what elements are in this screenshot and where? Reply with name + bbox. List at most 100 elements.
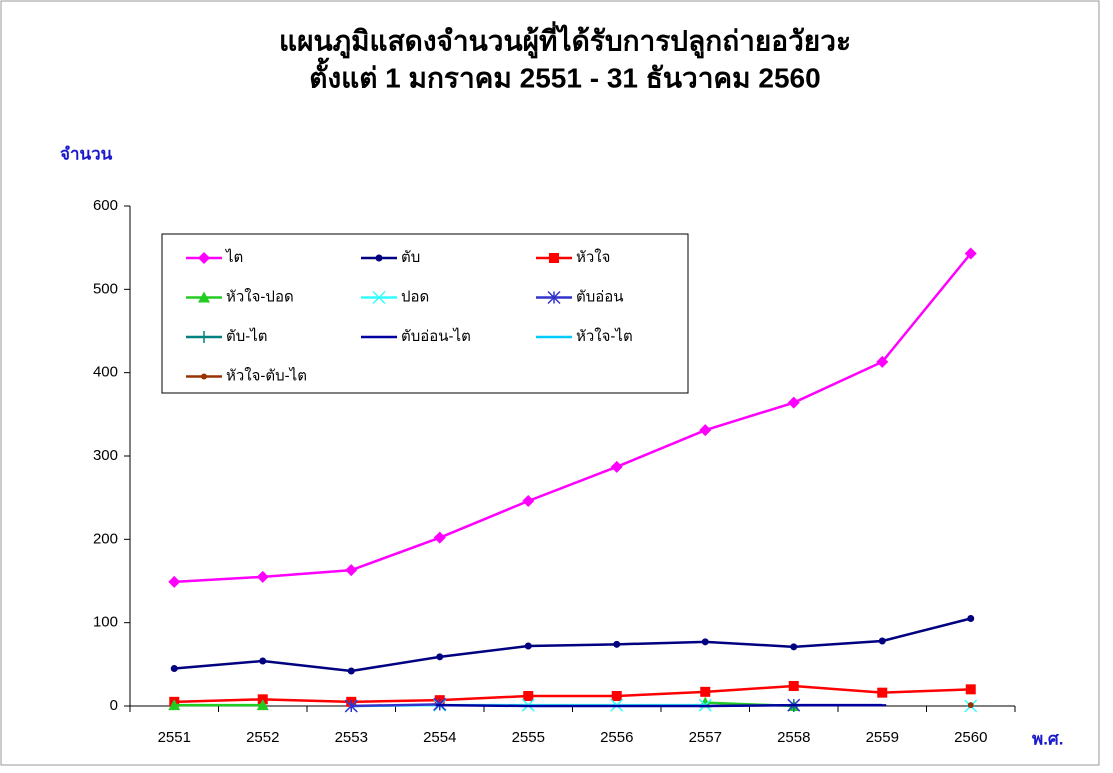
marker-shape	[256, 570, 269, 583]
marker-shape	[877, 687, 888, 698]
y-tick-label: 500	[93, 280, 118, 297]
marker	[198, 252, 210, 264]
x-tick-label: 2557	[689, 729, 722, 746]
marker-shape	[611, 691, 622, 701]
y-tick-label: 0	[110, 697, 118, 714]
marker-shape	[524, 642, 532, 650]
marker-shape	[790, 643, 798, 651]
marker	[524, 642, 532, 650]
x-tick-label: 2555	[512, 729, 545, 746]
marker-shape	[701, 638, 709, 646]
x-tick-label: 2554	[423, 729, 456, 746]
marker	[168, 699, 181, 711]
marker	[878, 637, 886, 645]
marker-shape	[878, 637, 886, 645]
marker	[375, 254, 383, 262]
x-tick-label: 2551	[158, 729, 191, 746]
marker-shape	[787, 396, 800, 409]
marker-shape	[549, 253, 559, 263]
legend-label: หัวใจ-ตับ-ไต	[226, 366, 307, 384]
marker-shape	[347, 667, 355, 675]
marker	[790, 643, 798, 651]
marker-shape	[436, 653, 444, 661]
series-line	[174, 684, 971, 704]
marker-shape	[967, 615, 975, 622]
marker	[347, 667, 355, 675]
legend-label: หัวใจ	[576, 248, 610, 266]
marker-shape	[965, 684, 976, 695]
marker	[964, 247, 977, 260]
marker	[965, 684, 976, 695]
marker-shape	[198, 291, 210, 303]
marker-shape	[168, 575, 181, 588]
marker	[876, 355, 889, 368]
marker-shape	[198, 331, 210, 343]
chart-subtitle: ตั้งแต่ 1 มกราคม 2551 - 31 ธันวาคม 2560	[309, 56, 820, 93]
y-tick-label: 300	[93, 447, 118, 464]
marker	[345, 564, 358, 577]
marker	[699, 424, 712, 437]
marker	[170, 665, 178, 672]
marker	[372, 290, 386, 305]
marker-shape	[259, 657, 267, 665]
x-tick-label: 2553	[335, 729, 368, 746]
series-line	[439, 703, 883, 708]
marker	[877, 687, 888, 698]
marker-shape	[876, 355, 889, 368]
marker	[433, 531, 446, 544]
y-tick-label: 600	[93, 197, 118, 214]
marker	[198, 291, 210, 303]
legend-label: ตับ-ไต	[226, 327, 268, 345]
legend-label: ตับอ่อน-ไต	[401, 327, 471, 345]
marker-shape	[523, 691, 534, 701]
marker	[700, 686, 711, 697]
y-tick-label: 100	[93, 614, 118, 631]
x-tick-label: 2558	[777, 729, 810, 746]
x-axis-label: พ.ศ.	[1032, 729, 1063, 748]
legend-label: หัวใจ-ปอด	[226, 287, 294, 305]
marker	[198, 331, 210, 343]
marker	[788, 681, 799, 691]
legend-box	[161, 233, 689, 394]
x-tick-label: 2560	[954, 729, 987, 746]
marker-shape	[610, 460, 623, 473]
marker-shape	[344, 699, 358, 713]
marker	[547, 290, 561, 305]
marker-shape	[699, 424, 712, 437]
y-tick-label: 200	[93, 530, 118, 547]
marker-shape	[967, 702, 974, 709]
marker-shape	[964, 247, 977, 260]
marker	[611, 691, 622, 701]
marker	[168, 575, 181, 588]
marker-shape	[168, 699, 181, 711]
marker	[787, 396, 800, 409]
marker	[701, 638, 709, 646]
marker-shape	[433, 531, 446, 544]
marker	[436, 653, 444, 661]
marker	[523, 691, 534, 701]
marker-shape	[547, 290, 561, 305]
marker	[522, 495, 535, 507]
marker-shape	[788, 681, 799, 691]
marker-shape	[613, 640, 621, 648]
marker-shape	[201, 373, 207, 380]
marker-shape	[522, 495, 535, 507]
marker	[610, 460, 623, 473]
legend-label: ไต	[225, 248, 243, 266]
legend-label: ปอด	[401, 288, 429, 305]
marker-shape	[345, 564, 358, 577]
marker	[967, 702, 974, 709]
y-tick-label: 400	[93, 364, 118, 381]
series-line	[174, 617, 972, 673]
marker	[256, 699, 269, 711]
marker-shape	[372, 290, 386, 305]
marker	[256, 570, 269, 583]
marker	[549, 253, 559, 263]
marker	[613, 640, 621, 648]
series-line	[174, 252, 972, 584]
marker-shape	[198, 252, 210, 264]
marker-shape	[700, 686, 711, 697]
marker-shape	[375, 254, 383, 262]
marker	[201, 373, 207, 380]
